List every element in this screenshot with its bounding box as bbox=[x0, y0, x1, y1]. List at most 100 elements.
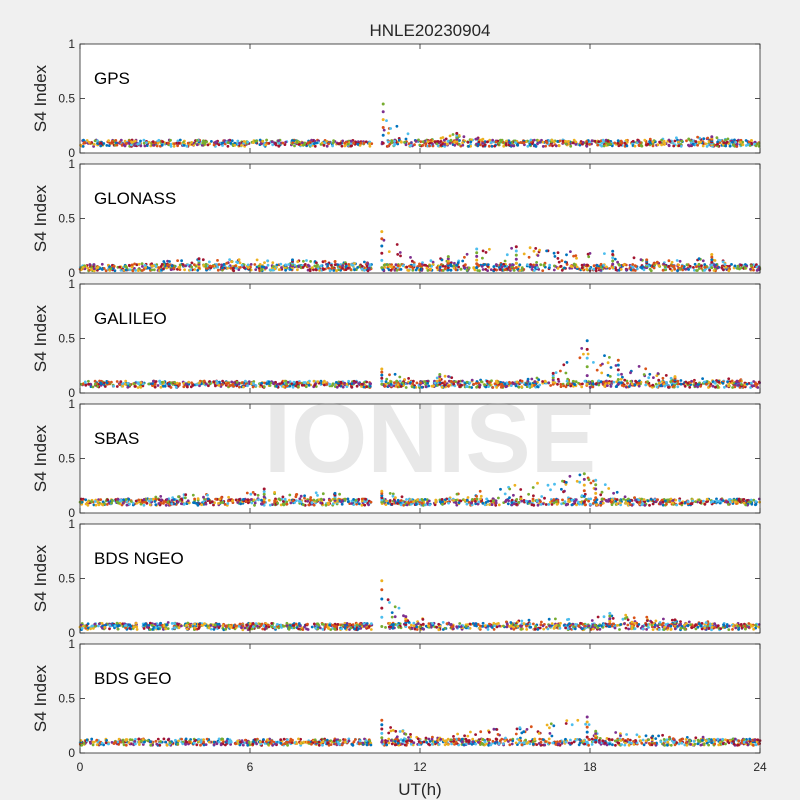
data-point bbox=[679, 379, 683, 382]
data-point bbox=[128, 502, 131, 506]
data-point bbox=[364, 497, 367, 501]
data-point bbox=[330, 263, 333, 267]
data-point bbox=[111, 499, 114, 503]
data-point bbox=[115, 380, 119, 383]
data-point bbox=[559, 264, 563, 268]
data-point bbox=[559, 369, 562, 373]
data-point bbox=[434, 501, 437, 504]
data-point bbox=[133, 262, 137, 266]
data-point bbox=[721, 260, 725, 264]
data-point bbox=[655, 260, 659, 264]
data-point bbox=[702, 137, 706, 141]
data-point bbox=[443, 380, 447, 384]
data-point bbox=[656, 372, 660, 375]
data-point bbox=[96, 500, 99, 504]
data-point bbox=[553, 255, 557, 258]
data-point bbox=[389, 382, 393, 386]
data-point bbox=[201, 258, 205, 262]
data-point bbox=[703, 269, 706, 272]
data-point bbox=[423, 498, 427, 501]
data-point bbox=[610, 498, 614, 501]
data-point bbox=[731, 386, 734, 389]
data-point bbox=[514, 245, 518, 249]
data-point bbox=[220, 263, 224, 267]
data-point bbox=[677, 263, 681, 267]
data-point bbox=[128, 268, 132, 272]
data-point bbox=[159, 385, 163, 389]
data-point bbox=[130, 143, 133, 147]
data-point bbox=[680, 501, 684, 505]
data-point bbox=[708, 384, 712, 388]
data-point bbox=[328, 269, 332, 273]
data-point bbox=[358, 144, 362, 147]
data-point bbox=[502, 144, 506, 148]
data-point bbox=[262, 495, 266, 499]
data-point bbox=[360, 264, 364, 268]
data-point bbox=[526, 377, 530, 381]
data-point bbox=[154, 141, 157, 145]
data-point bbox=[710, 255, 714, 259]
data-point bbox=[137, 498, 141, 502]
data-point bbox=[658, 140, 661, 144]
data-point bbox=[660, 138, 663, 142]
data-point bbox=[399, 140, 403, 144]
data-point bbox=[616, 363, 620, 367]
data-point bbox=[357, 502, 361, 506]
data-point bbox=[646, 380, 649, 383]
data-point bbox=[739, 263, 743, 267]
data-point bbox=[445, 142, 449, 146]
data-point bbox=[667, 264, 671, 268]
data-point bbox=[660, 143, 663, 147]
data-point bbox=[599, 503, 603, 507]
data-point bbox=[261, 140, 264, 143]
data-point bbox=[148, 266, 151, 270]
data-point bbox=[485, 140, 489, 144]
data-point bbox=[441, 142, 444, 146]
data-point bbox=[615, 498, 619, 501]
data-point bbox=[503, 268, 507, 271]
data-point bbox=[395, 243, 399, 246]
data-point bbox=[182, 385, 186, 389]
data-point bbox=[724, 138, 727, 142]
data-point bbox=[212, 143, 216, 147]
data-point bbox=[462, 266, 466, 270]
data-point bbox=[262, 492, 266, 496]
data-point bbox=[463, 255, 466, 259]
data-point bbox=[697, 257, 701, 261]
data-point bbox=[157, 138, 161, 142]
data-point bbox=[447, 501, 450, 505]
data-point bbox=[383, 266, 387, 269]
data-point bbox=[608, 375, 612, 378]
data-point bbox=[552, 140, 556, 144]
data-point bbox=[648, 372, 652, 376]
data-point bbox=[368, 144, 372, 148]
data-point bbox=[349, 268, 353, 271]
data-point bbox=[93, 382, 97, 386]
data-point bbox=[750, 142, 754, 146]
data-point bbox=[536, 254, 540, 257]
data-point bbox=[463, 498, 467, 502]
data-point bbox=[425, 266, 429, 270]
data-point bbox=[231, 266, 235, 270]
data-point bbox=[468, 385, 471, 389]
data-point bbox=[242, 385, 245, 389]
data-point bbox=[718, 139, 722, 142]
data-point bbox=[326, 501, 330, 505]
data-point bbox=[253, 501, 257, 505]
data-point bbox=[452, 264, 456, 267]
data-point bbox=[457, 265, 460, 269]
data-point bbox=[277, 139, 280, 143]
data-point bbox=[447, 375, 450, 378]
data-point bbox=[196, 268, 200, 272]
data-point bbox=[328, 382, 332, 386]
data-point bbox=[380, 244, 384, 248]
data-point bbox=[93, 500, 97, 503]
data-point bbox=[659, 384, 663, 387]
data-point bbox=[281, 141, 285, 145]
data-point bbox=[530, 377, 534, 381]
data-point bbox=[625, 268, 628, 272]
data-point bbox=[399, 503, 403, 507]
data-point bbox=[446, 263, 450, 267]
data-point bbox=[390, 265, 393, 269]
